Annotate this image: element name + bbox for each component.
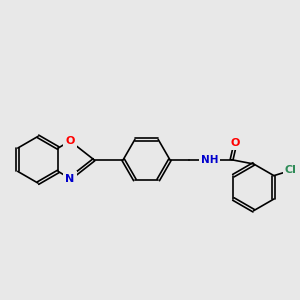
Text: O: O [65,136,75,146]
Text: O: O [231,138,240,148]
Text: NH: NH [201,155,218,165]
Text: Cl: Cl [285,165,297,176]
Text: N: N [65,174,75,184]
